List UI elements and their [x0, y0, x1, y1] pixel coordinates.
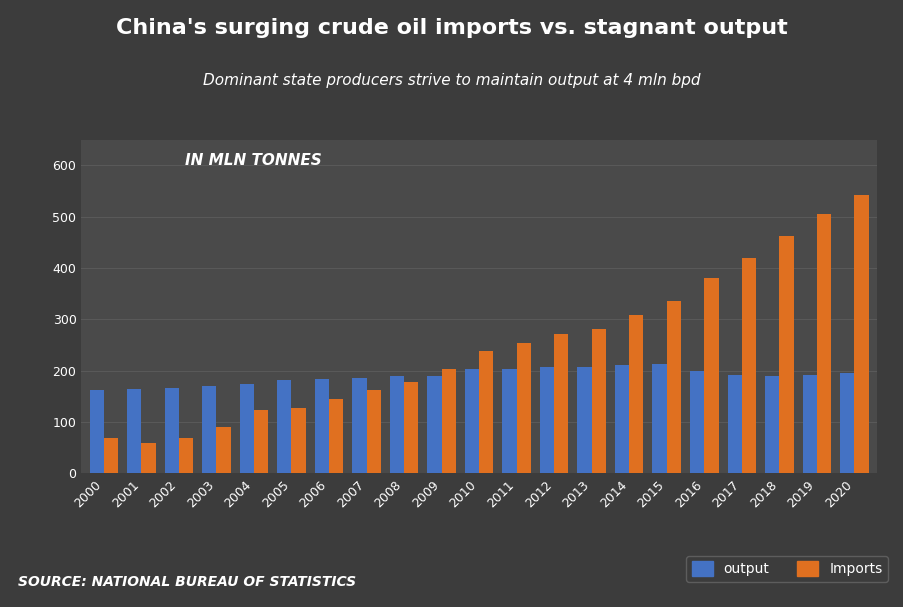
Bar	[703, 278, 718, 473]
Bar	[291, 409, 305, 473]
Bar	[464, 369, 479, 473]
Bar	[554, 334, 568, 473]
Bar	[727, 375, 741, 473]
Bar	[366, 390, 380, 473]
Bar	[89, 390, 104, 473]
Bar	[427, 376, 441, 473]
Bar	[764, 376, 778, 473]
Bar	[802, 375, 816, 473]
Bar	[179, 438, 193, 473]
Bar	[816, 214, 830, 473]
Bar	[666, 301, 680, 473]
Bar	[517, 343, 530, 473]
Bar	[164, 388, 179, 473]
Bar	[104, 438, 118, 473]
Legend: output, Imports: output, Imports	[685, 556, 887, 582]
Bar	[141, 443, 155, 473]
Bar	[853, 195, 868, 473]
Bar	[652, 364, 666, 473]
Text: SOURCE: NATIONAL BUREAU OF STATISTICS: SOURCE: NATIONAL BUREAU OF STATISTICS	[18, 575, 356, 589]
Bar	[254, 410, 268, 473]
Bar	[778, 236, 793, 473]
Bar	[479, 351, 493, 473]
Bar	[314, 379, 329, 473]
Bar	[502, 368, 517, 473]
Text: Dominant state producers strive to maintain output at 4 mln bpd: Dominant state producers strive to maint…	[203, 73, 700, 88]
Bar	[441, 368, 455, 473]
Bar	[352, 378, 366, 473]
Bar	[591, 328, 605, 473]
Bar	[577, 367, 591, 473]
Text: China's surging crude oil imports vs. stagnant output: China's surging crude oil imports vs. st…	[116, 18, 787, 38]
Bar	[329, 399, 343, 473]
Bar	[127, 388, 141, 473]
Bar	[614, 365, 628, 473]
Bar	[628, 315, 643, 473]
Bar	[404, 382, 418, 473]
Bar	[277, 381, 291, 473]
Bar	[216, 427, 230, 473]
Bar	[689, 371, 703, 473]
Bar	[741, 258, 755, 473]
Text: IN MLN TONNES: IN MLN TONNES	[184, 153, 321, 168]
Bar	[839, 373, 853, 473]
Bar	[539, 367, 554, 473]
Bar	[389, 376, 404, 473]
Bar	[202, 386, 216, 473]
Bar	[239, 384, 254, 473]
